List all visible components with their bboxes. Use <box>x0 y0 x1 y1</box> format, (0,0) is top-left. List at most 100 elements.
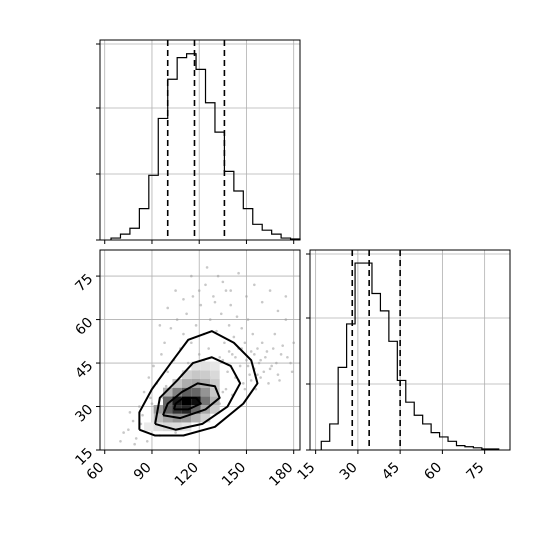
scatter-point <box>226 370 229 374</box>
scatter-point <box>216 274 220 278</box>
scatter-point <box>290 370 294 374</box>
scatter-point <box>268 289 272 292</box>
scatter-point <box>249 350 253 353</box>
scatter-point <box>281 344 284 347</box>
density-cell <box>210 387 220 397</box>
scatter-point <box>256 373 259 376</box>
x-tick-label: 120 <box>172 460 202 490</box>
density-cell <box>210 378 220 388</box>
histogram-step <box>110 53 301 240</box>
density-cell <box>181 378 192 388</box>
scatter-point <box>259 376 262 379</box>
y-tick-label: 30 <box>72 402 96 426</box>
scatter-point <box>199 303 203 307</box>
density-cell <box>191 370 201 379</box>
density-cell <box>172 378 182 388</box>
scatter-point <box>213 300 217 304</box>
scatter-point <box>279 353 283 356</box>
scatter-point <box>190 274 193 278</box>
scatter-point <box>238 364 242 368</box>
scatter-point <box>185 312 188 316</box>
x-tick-label: 90 <box>131 460 155 484</box>
scatter-point <box>141 413 144 417</box>
scatter-point <box>257 361 261 365</box>
scatter-point <box>251 332 255 336</box>
panel-frame <box>99 39 301 241</box>
scatter-point <box>224 387 228 391</box>
marginal-histogram-y: 15 30 45 60 75 <box>295 249 511 484</box>
scatter-point <box>264 355 267 359</box>
x-tick-label: 60 <box>421 460 445 484</box>
scatter-point <box>248 373 251 376</box>
scatter-point <box>134 437 138 440</box>
scatter-point <box>276 373 280 376</box>
density-cell <box>181 370 192 379</box>
x-tick-label: 30 <box>337 460 361 484</box>
scatter-point <box>207 347 210 350</box>
scatter-point <box>128 411 132 414</box>
scatter-point <box>246 364 250 368</box>
scatter-point <box>232 335 236 339</box>
scatter-point <box>237 271 240 275</box>
scatter-point <box>182 332 185 336</box>
density-cell <box>200 396 211 406</box>
scatter-point <box>227 324 231 327</box>
scatter-point <box>150 402 154 405</box>
density-cell <box>191 405 201 414</box>
scatter-point <box>271 347 275 350</box>
scatter-point <box>246 318 250 321</box>
scatter-point <box>224 289 228 292</box>
contour-line <box>173 396 202 411</box>
scatter-point <box>229 303 233 307</box>
scatter-point <box>194 324 198 327</box>
scatter-point <box>229 289 233 292</box>
scatter-point <box>292 341 296 345</box>
x-tick-label: 15 <box>295 460 319 484</box>
scatter-point <box>215 329 218 333</box>
density-cell <box>162 405 173 414</box>
density-cell <box>200 378 211 388</box>
panel-frame <box>309 249 511 451</box>
contour-line <box>154 356 242 431</box>
scatter-point <box>235 315 239 318</box>
scatter-point <box>223 341 226 345</box>
scatter-point <box>253 353 256 356</box>
scatter-point <box>221 358 225 362</box>
density-cell <box>191 387 201 397</box>
panel-frame <box>99 249 301 451</box>
density-cell <box>153 422 163 432</box>
density-cell <box>210 361 220 371</box>
density-cell <box>210 405 220 414</box>
scatter-point <box>166 370 170 374</box>
scatter-point <box>243 341 247 345</box>
density-cell <box>162 387 173 397</box>
scatter-point <box>284 318 288 321</box>
scatter-point <box>164 384 168 388</box>
scatter-point <box>230 353 234 356</box>
scatter-point <box>260 341 264 345</box>
scatter-point <box>286 355 289 359</box>
scatter-point <box>254 387 258 391</box>
scatter-point <box>276 309 280 313</box>
scatter-point <box>218 355 221 359</box>
marginal-histogram-x <box>96 39 301 244</box>
contour-line <box>162 382 221 420</box>
scatter-point <box>131 419 135 423</box>
scatter-point <box>245 358 248 362</box>
scatter-point <box>197 289 201 292</box>
density-cell <box>191 361 201 371</box>
scatter-point <box>145 440 149 443</box>
scatter-point <box>190 341 193 345</box>
density-cell <box>144 422 154 432</box>
scatter-point <box>243 387 247 391</box>
scatter-point <box>221 280 225 284</box>
scatter-point <box>275 361 278 365</box>
density-cell <box>200 413 211 423</box>
scatter-point <box>270 364 273 368</box>
scatter-point <box>268 367 272 371</box>
scatter-point <box>205 266 209 269</box>
contour-line <box>138 330 259 437</box>
histogram-step <box>320 262 500 450</box>
scatter-point <box>259 358 262 362</box>
scatter-point <box>191 295 195 298</box>
